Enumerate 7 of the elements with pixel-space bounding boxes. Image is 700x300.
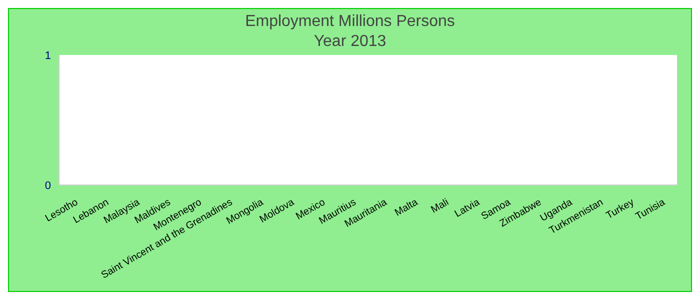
y-tick-label: 0	[44, 180, 51, 192]
x-tick-label: Malta	[393, 196, 420, 219]
x-tick-label: Latvia	[453, 196, 482, 220]
chart-subtitle: Year 2013	[312, 32, 388, 51]
x-tick-label: Mali	[429, 197, 451, 216]
chart-title: Employment Millions Persons	[244, 12, 456, 31]
y-tick-label: 1	[44, 50, 51, 62]
